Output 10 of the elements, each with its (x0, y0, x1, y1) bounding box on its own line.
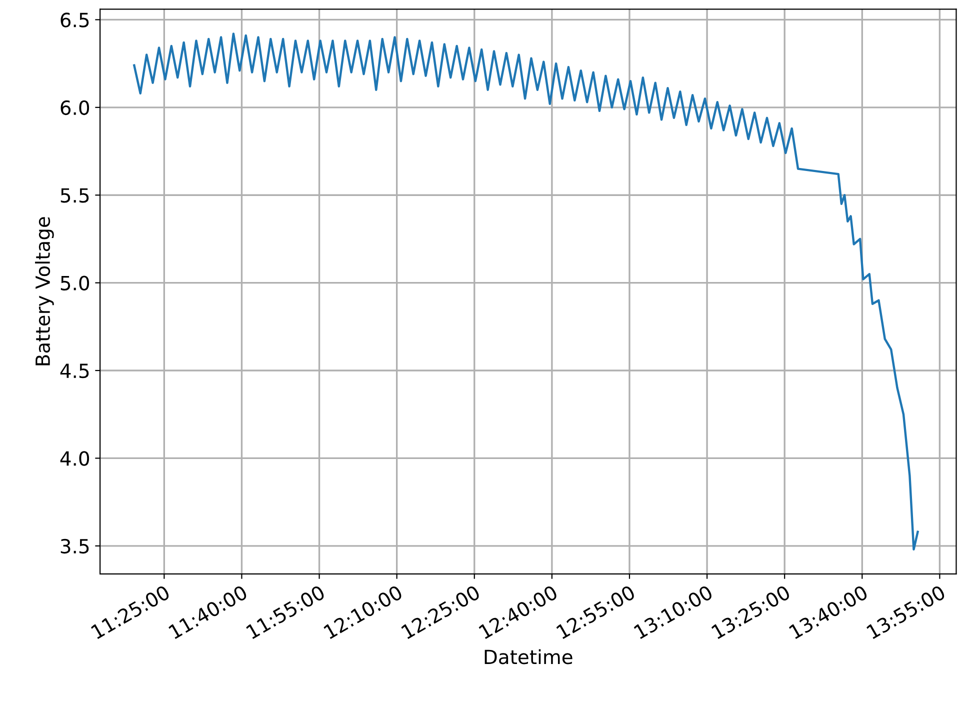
x-axis-title: Datetime (484, 649, 572, 664)
y-tick-label: 6.5 (60, 12, 89, 28)
y-tick-label: 5.0 (60, 276, 90, 290)
y-axis-title: Battery Voltage (35, 217, 54, 366)
y-tick-label: 3.5 (60, 538, 89, 554)
y-tick-label: 4.0 (60, 451, 90, 466)
y-tick-label: 5.5 (60, 188, 89, 203)
line-series (133, 32, 919, 551)
y-tick-label: 4.5 (60, 364, 89, 378)
y-tick-label: 6.0 (60, 100, 90, 116)
